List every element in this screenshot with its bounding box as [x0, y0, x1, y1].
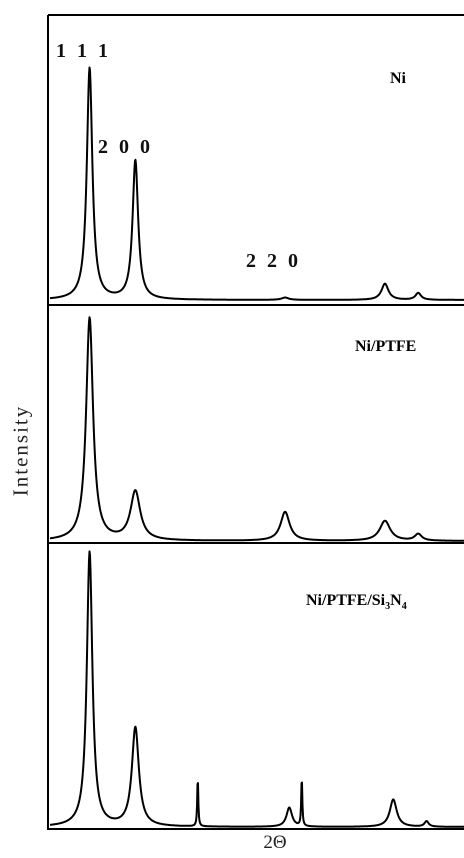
panel-label-ni-ptfe: Ni/PTFE: [355, 338, 417, 355]
x-axis-label: 2Θ: [263, 832, 287, 853]
miller-index-200: 2 0 0: [98, 136, 153, 158]
y-axis-label: Intensity: [8, 404, 33, 496]
panel-label-ni-ptfe-si3n4: Ni/PTFE/Si3N4: [306, 592, 407, 612]
series-line-ni: [49, 66, 464, 301]
panel-label-ni: Ni: [390, 70, 406, 87]
plot-frame: [47, 14, 464, 830]
miller-index-220: 2 2 0: [246, 250, 301, 272]
miller-index-111: 1 1 1: [56, 40, 111, 62]
series-line-ni-ptfe: [49, 316, 464, 542]
series-group: [49, 66, 464, 828]
series-line-ni-ptfe-si3n4: [49, 550, 464, 828]
